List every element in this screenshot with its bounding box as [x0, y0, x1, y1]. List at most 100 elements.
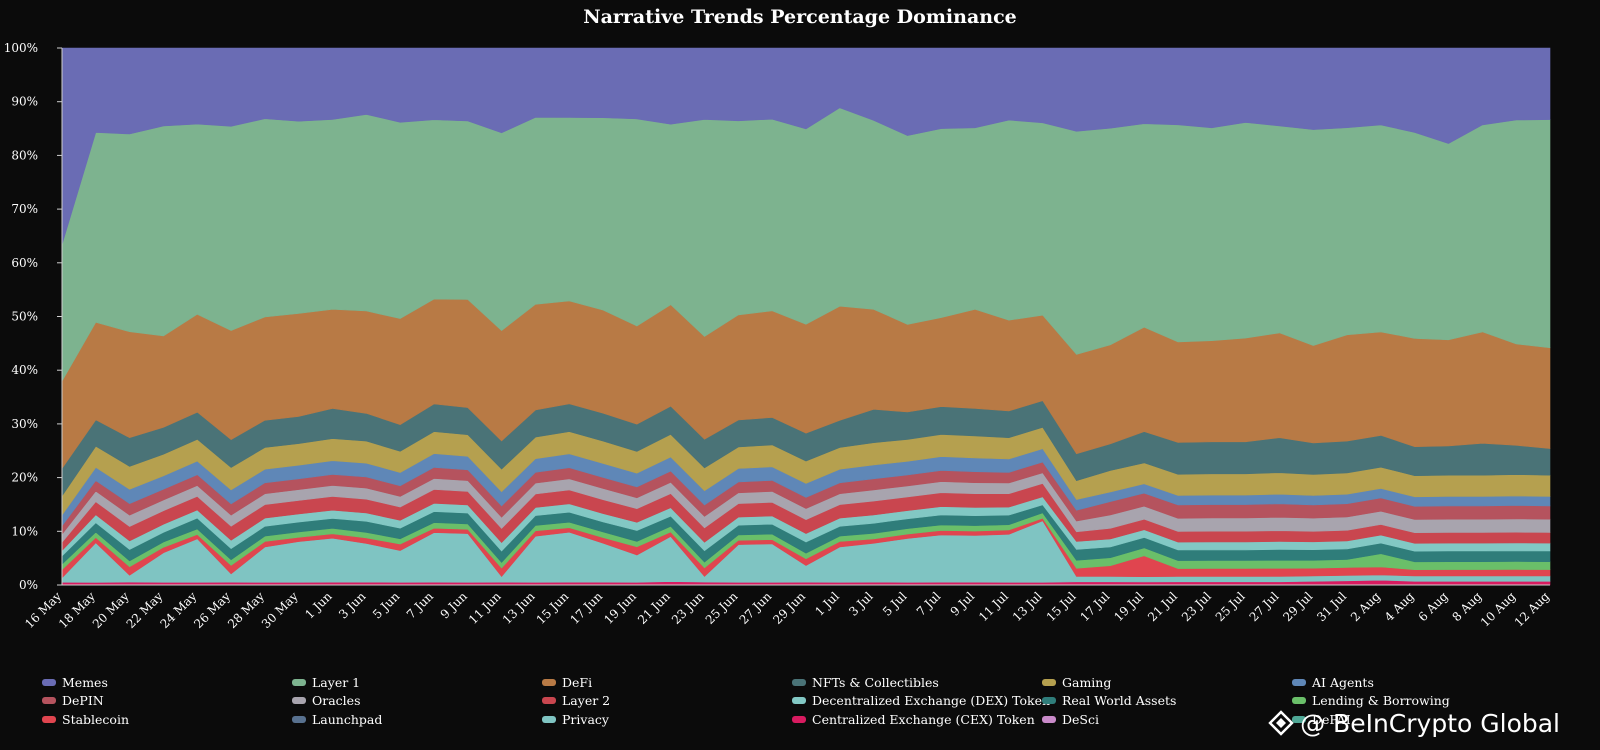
legend-swatch	[792, 697, 806, 704]
legend-item-stablecoin[interactable]: Stablecoin	[42, 711, 129, 727]
x-tick-label: 2 Aug	[1348, 589, 1383, 624]
legend-swatch	[1042, 715, 1056, 723]
legend-label: Stablecoin	[62, 711, 130, 727]
x-tick-label: 5 Jul	[880, 589, 910, 619]
legend-swatch	[1042, 678, 1056, 686]
x-tick-label: 19 Jul	[1111, 589, 1146, 624]
legend-swatch	[292, 697, 306, 704]
legend-item-centralized-exchange-cex-token[interactable]: Centralized Exchange (CEX) Token	[792, 711, 1035, 727]
x-tick-label: 9 Jul	[948, 589, 978, 619]
x-tick-label: 23 Jul	[1179, 589, 1214, 624]
x-tick-label: 25 Jun	[703, 589, 741, 627]
legend-item-oracles[interactable]: Oracles	[292, 693, 361, 709]
legend-item-depin[interactable]: DePIN	[42, 693, 104, 709]
legend-item-launchpad[interactable]: Launchpad	[292, 711, 382, 727]
legend-label: DeFi	[562, 674, 593, 690]
legend-label: Memes	[62, 674, 108, 690]
legend-swatch	[1042, 697, 1056, 704]
legend-label: Layer 1	[312, 674, 361, 690]
x-tick-label: 5 Jun	[370, 589, 403, 622]
legend-label: Decentralized Exchange (DEX) Token	[812, 693, 1051, 708]
legend-swatch	[42, 697, 56, 704]
x-tick-label: 24 May	[157, 589, 199, 631]
legend-item-nfts-and-collectibles[interactable]: NFTs & Collectibles	[792, 674, 939, 690]
legend-item-depai[interactable]: DePAI	[1292, 711, 1351, 727]
x-tick-label: 21 Jun	[635, 589, 673, 627]
legend-item-layer-1[interactable]: Layer 1	[292, 674, 360, 690]
legend-swatch	[1292, 697, 1306, 704]
legend-item-desci[interactable]: DeSci	[1042, 711, 1099, 727]
legend-label: DePIN	[62, 693, 104, 708]
legend-item-defi[interactable]: DeFi	[542, 674, 592, 690]
legend-label: Privacy	[562, 711, 609, 727]
y-tick-label: 0%	[19, 578, 38, 592]
x-tick-label: 17 Jun	[567, 589, 605, 627]
chart-plot: 0% 10% 20% 30% 40% 50% 60% 70% 80% 90% 100% 16 May…	[4, 41, 1553, 631]
chart-title: Narrative Trends Percentage Dominance	[583, 6, 1017, 28]
legend-item-real-world-assets[interactable]: Real World Assets	[1042, 693, 1176, 709]
x-tick-label: 10 Aug	[1478, 589, 1519, 630]
legend-swatch	[792, 715, 806, 723]
legend-label: Real World Assets	[1062, 693, 1177, 708]
legend-label: NFTs & Collectibles	[812, 674, 939, 690]
legend-swatch	[292, 678, 306, 686]
y-tick-label: 60%	[11, 256, 38, 270]
y-tick-label: 40%	[11, 363, 38, 377]
legend-swatch	[292, 715, 306, 723]
x-tick-label: 23 Jun	[669, 589, 707, 627]
legend-label: AI Agents	[1312, 674, 1374, 690]
legend-swatch	[542, 697, 556, 704]
y-tick-label: 20%	[11, 471, 38, 485]
x-tick-label: 15 Jun	[534, 589, 572, 627]
y-tick-label: 100%	[4, 41, 38, 55]
watermark: @ BeInCrypto Global	[1268, 706, 1560, 740]
y-tick-label: 80%	[11, 148, 38, 162]
x-tick-label: 19 Jun	[601, 589, 639, 627]
x-tick-label: 21 Jul	[1145, 589, 1180, 624]
x-tick-label: 27 Jul	[1247, 589, 1282, 624]
legend-item-memes[interactable]: Memes	[42, 674, 108, 690]
legend-swatch	[1292, 715, 1306, 723]
legend-swatch	[542, 715, 556, 723]
x-tick-label: 13 Jul	[1010, 589, 1045, 624]
x-tick-label: 20 May	[90, 589, 132, 631]
y-tick-label: 70%	[11, 202, 38, 216]
x-tick-label: 29 Jul	[1280, 589, 1315, 624]
x-tick-label: 1 Jun	[302, 589, 335, 622]
x-tick-label: 27 Jun	[737, 589, 775, 627]
legend-swatch	[1292, 678, 1306, 686]
x-tick-label: 4 Aug	[1382, 589, 1417, 624]
x-tick-label: 11 Jul	[976, 589, 1011, 624]
x-tick-label: 18 May	[56, 589, 98, 631]
legend-label: Oracles	[312, 693, 361, 708]
legend-swatch	[42, 678, 56, 686]
legend-item-lending-and-borrowing[interactable]: Lending & Borrowing	[1292, 693, 1450, 709]
area-layers	[61, 47, 1551, 586]
x-tick-label: 30 May	[259, 589, 301, 631]
legend-item-privacy[interactable]: Privacy	[542, 711, 609, 727]
x-tick-label: 11 Jun	[466, 589, 504, 627]
y-axis: 0% 10% 20% 30% 40% 50% 60% 70% 80% 90% 100%	[4, 41, 63, 592]
x-tick-label: 12 Aug	[1512, 589, 1553, 630]
x-tick-label: 13 Jun	[500, 589, 538, 627]
x-tick-label: 3 Jul	[846, 589, 876, 619]
y-tick-label: 90%	[11, 95, 38, 109]
legend-swatch	[542, 678, 556, 686]
legend-item-gaming[interactable]: Gaming	[1042, 674, 1111, 690]
legend-swatch	[42, 715, 56, 723]
legend-item-layer-2[interactable]: Layer 2	[542, 693, 610, 709]
legend-item-ai-agents[interactable]: AI Agents	[1292, 674, 1374, 690]
area-memes	[61, 47, 1551, 245]
x-tick-label: 7 Jun	[404, 589, 437, 622]
x-tick-label: 17 Jul	[1078, 589, 1113, 624]
x-tick-label: 7 Jul	[914, 589, 944, 619]
legend-label: DeSci	[1062, 711, 1099, 727]
legend-label: Centralized Exchange (CEX) Token	[812, 711, 1035, 727]
y-tick-label: 30%	[11, 417, 38, 431]
x-tick-label: 29 Jun	[770, 589, 808, 627]
x-tick-label: 16 May	[22, 589, 64, 631]
legend-item-decentralized-exchange-dex-token[interactable]: Decentralized Exchange (DEX) Token	[792, 693, 1050, 709]
x-tick-label: 15 Jul	[1044, 589, 1079, 624]
x-tick-label: 26 May	[191, 589, 233, 631]
